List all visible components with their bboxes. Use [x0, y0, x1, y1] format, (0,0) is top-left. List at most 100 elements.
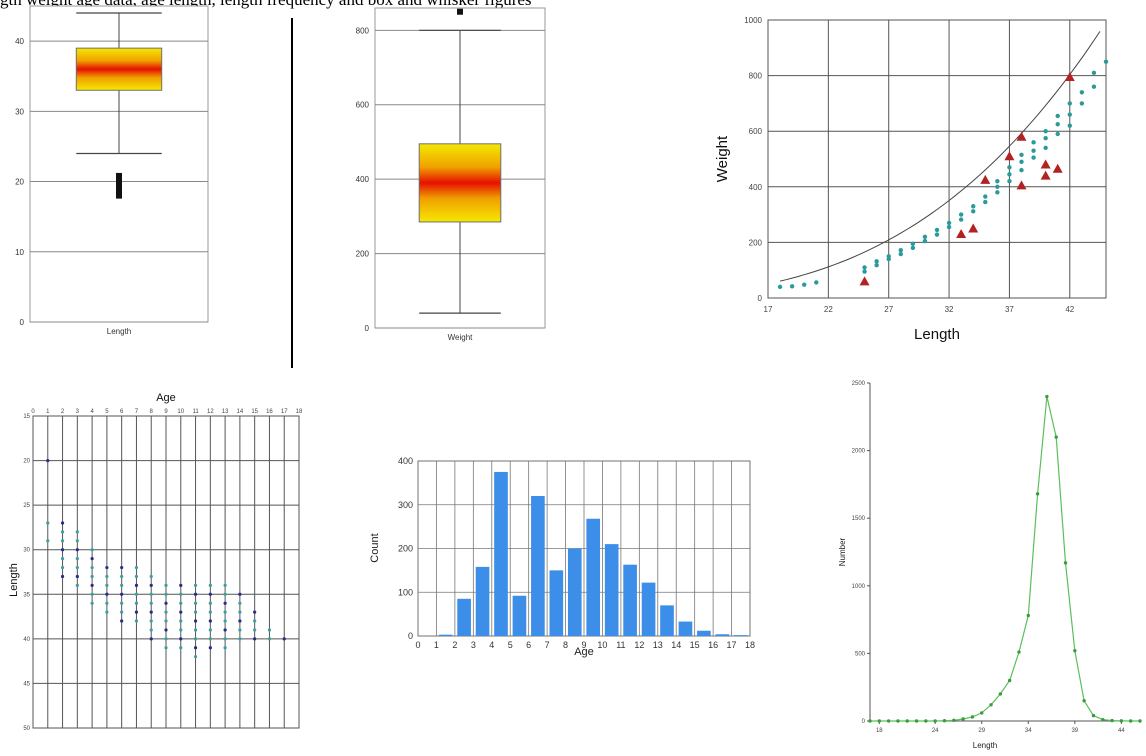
data-point: [164, 592, 168, 596]
x-tick-label: 0: [415, 640, 420, 650]
highlight-point: [1040, 159, 1051, 169]
data-point: [971, 204, 976, 209]
data-point: [193, 646, 198, 650]
data-point: [179, 601, 183, 605]
data-point: [814, 280, 819, 285]
x-tick-label: 12: [207, 409, 214, 415]
data-point: [983, 199, 988, 205]
data-point: [134, 619, 139, 623]
x-tick-label: 2: [452, 640, 457, 650]
y-tick-label: 1500: [852, 516, 866, 522]
y-tick-label: 20: [23, 459, 30, 465]
y-tick-label: 2500: [852, 381, 866, 387]
y-tick-label: 200: [398, 544, 413, 554]
data-point: [862, 265, 867, 270]
x-tick-label: 14: [237, 409, 244, 415]
x-tick-label: 9: [164, 409, 168, 415]
data-point: [995, 179, 1000, 184]
data-point: [60, 548, 65, 552]
data-point: [1031, 148, 1036, 153]
data-point: [223, 637, 227, 641]
data-point: [120, 601, 124, 605]
data-point: [1067, 112, 1072, 117]
y-tick-label: 50: [23, 726, 30, 732]
data-point: [149, 637, 153, 641]
y-tick-label: 10: [15, 248, 24, 257]
series-line: [870, 396, 1140, 722]
data-point: [1091, 713, 1096, 718]
data-point: [1128, 719, 1133, 723]
data-point: [164, 637, 168, 641]
bar: [715, 634, 730, 636]
data-point: [193, 592, 198, 596]
data-point: [1103, 59, 1109, 64]
data-point: [238, 619, 242, 623]
outlier-point: [116, 177, 122, 184]
y-tick-label: 1000: [744, 16, 762, 25]
bar: [549, 570, 564, 636]
data-point: [149, 592, 153, 596]
x-tick-label: 29: [978, 728, 985, 734]
data-point: [1035, 492, 1040, 496]
bar: [512, 595, 527, 636]
data-point: [75, 548, 79, 552]
y-tick-label: 200: [749, 238, 763, 247]
data-point: [90, 565, 94, 570]
x-tick-label: 1: [434, 640, 439, 650]
data-point: [1138, 719, 1142, 723]
y-tick-label: 200: [356, 250, 370, 259]
data-point: [238, 628, 242, 632]
x-tick-label: 32: [945, 305, 954, 314]
data-point: [90, 592, 94, 596]
y-tick-label: 1000: [852, 584, 866, 590]
highlight-point: [968, 223, 979, 233]
x-axis-label: Age: [574, 646, 594, 658]
data-point: [208, 592, 212, 596]
y-tick-label: 300: [398, 500, 413, 510]
data-point: [193, 610, 198, 614]
data-point: [1079, 101, 1085, 106]
x-tick-label: 12: [634, 640, 644, 650]
data-point: [60, 521, 65, 525]
y-tick-label: 30: [15, 107, 24, 116]
data-point: [922, 238, 928, 244]
data-point: [983, 194, 988, 199]
data-point: [179, 628, 183, 632]
data-point: [971, 209, 976, 214]
data-point: [980, 711, 984, 715]
x-axis-label: Length: [107, 327, 131, 336]
x-tick-label: 17: [281, 409, 288, 415]
data-point: [60, 574, 65, 579]
data-point: [134, 565, 139, 570]
data-point: [1031, 140, 1036, 145]
data-point: [1073, 648, 1077, 653]
data-point: [105, 583, 109, 587]
x-tick-label: 8: [150, 409, 154, 415]
y-tick-label: 800: [749, 72, 763, 81]
data-point: [46, 521, 50, 525]
x-tick-label: 6: [526, 640, 531, 650]
data-point: [179, 619, 183, 623]
data-point: [1110, 718, 1114, 723]
bar: [641, 582, 656, 636]
y-tick-label: 0: [365, 324, 370, 333]
data-point: [208, 610, 212, 614]
x-tick-label: 34: [1025, 728, 1032, 734]
data-point: [253, 637, 257, 641]
data-point: [934, 227, 940, 233]
x-tick-label: 2: [61, 409, 65, 415]
data-point: [105, 601, 109, 605]
data-point: [1082, 699, 1086, 703]
bar: [623, 564, 637, 636]
data-point: [223, 592, 227, 596]
data-point: [933, 719, 937, 723]
data-point: [208, 628, 212, 632]
plot-frame: [767, 19, 1107, 299]
data-point: [149, 574, 153, 579]
bar: [567, 548, 582, 636]
highlight-point: [1016, 131, 1027, 141]
data-point: [149, 610, 153, 614]
data-point: [75, 557, 79, 561]
data-point: [60, 539, 65, 543]
data-point: [267, 628, 272, 632]
